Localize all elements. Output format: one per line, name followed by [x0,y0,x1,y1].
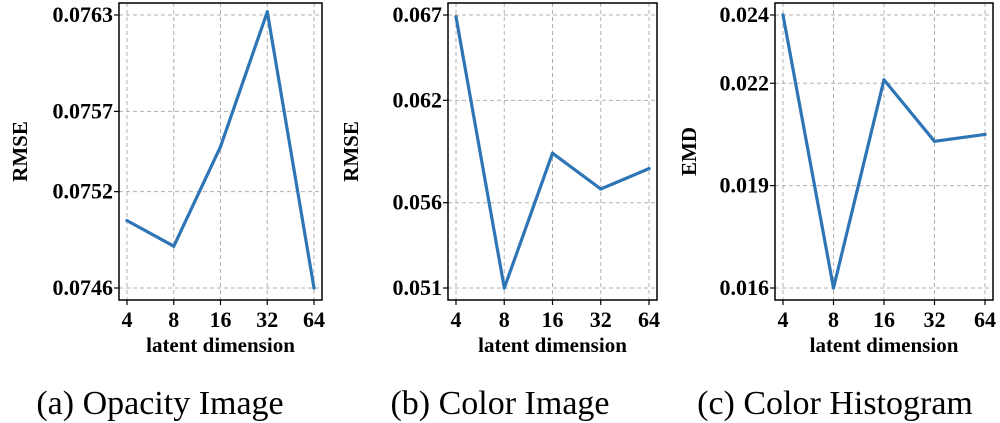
chart-panel-2: 0.051 0.056 0.062 0.067 4 8 16 32 64 latent dimen… [339,2,660,422]
x-axis-label: latent dimension [810,333,959,357]
y-tick-label: 0.016 [720,275,770,300]
y-tick-label: 0.019 [720,173,770,198]
y-tick-label: 0.0757 [53,98,114,123]
data-point [882,78,886,82]
data-point [218,145,223,149]
y-tick-label: 0.024 [720,2,770,27]
x-axis-label: latent dimension [146,333,295,357]
x-tick-label: 64 [303,307,325,332]
data-point [599,187,603,191]
x-tick-label: 32 [256,307,278,332]
panel-caption: (c) Color Histogram [697,385,973,422]
x-tick-label: 32 [590,307,612,332]
x-tick-label: 16 [873,307,895,332]
x-tick-label: 64 [974,307,996,332]
data-point [831,286,836,290]
data-point [502,286,506,290]
data-point [932,139,937,143]
x-axis-label: latent dimension [478,333,627,357]
panel-caption: (b) Color Image [390,385,609,422]
y-tick-label: 0.062 [393,87,443,112]
data-point [647,166,651,171]
x-tick-label: 4 [778,307,789,332]
y-axis-label: RMSE [339,121,363,182]
y-tick-label: 0.0746 [53,275,114,300]
data-point [550,151,555,155]
panel-caption: (a) Opacity Image [36,385,283,422]
data-point [983,132,987,137]
data-point [312,286,316,290]
y-tick-label: 0.051 [393,275,443,300]
x-tick-label: 16 [542,307,564,332]
y-tick-label: 0.0763 [53,2,114,27]
x-tick-label: 8 [828,307,839,332]
x-tick-label: 8 [168,307,179,332]
y-tick-label: 0.056 [393,190,443,215]
y-tick-label: 0.067 [393,2,443,27]
y-axis-label: RMSE [8,121,32,182]
data-point [125,218,129,223]
chart-panel-1: 0.0746 0.0752 0.0757 0.0763 4 8 16 32 64 latent d… [8,2,325,422]
data-point [172,244,176,248]
x-tick-label: 4 [122,307,133,332]
x-tick-label: 16 [210,307,232,332]
chart-panel-3: 0.016 0.019 0.022 0.024 4 8 16 32 64 latent dimen… [677,2,996,422]
y-axis-label: EMD [677,127,701,176]
data-point [265,10,269,14]
y-tick-label: 0.022 [720,70,770,95]
data-point [781,13,785,17]
y-tick-label: 0.0752 [53,179,114,204]
x-tick-label: 4 [451,307,462,332]
x-tick-label: 64 [638,307,660,332]
data-point [454,15,458,19]
x-tick-label: 8 [499,307,510,332]
x-tick-label: 32 [924,307,946,332]
